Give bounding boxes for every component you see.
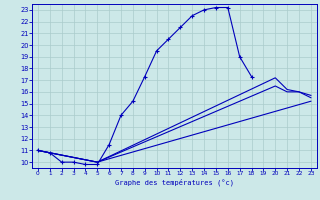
X-axis label: Graphe des températures (°c): Graphe des températures (°c) <box>115 179 234 186</box>
